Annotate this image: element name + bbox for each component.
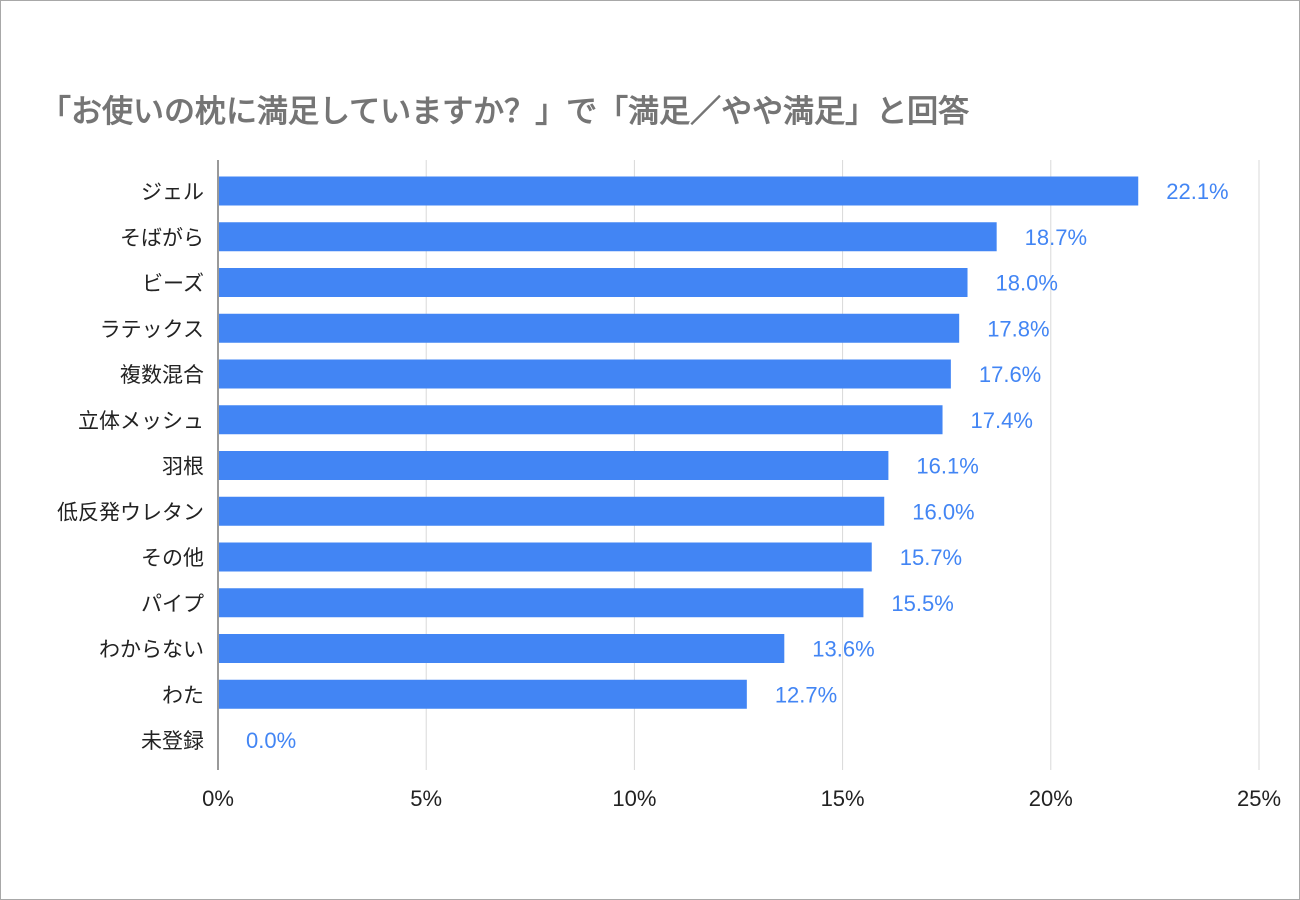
- bar: [219, 222, 997, 252]
- x-tick-labels: 0% 5% 10% 15% 20% 25%: [202, 786, 1281, 811]
- x-tick-label: 25%: [1237, 786, 1281, 811]
- bar: [219, 496, 885, 526]
- category-label: ジェル: [141, 180, 204, 204]
- bar: [219, 679, 747, 709]
- x-tick-label: 0%: [202, 786, 234, 811]
- category-label: 羽根: [162, 455, 204, 479]
- category-label: 複数混合: [120, 363, 204, 387]
- data-label: 15.7%: [900, 545, 962, 570]
- category-label: そばがら: [120, 226, 204, 250]
- category-label: ビーズ: [142, 272, 204, 296]
- data-label: 22.1%: [1166, 179, 1228, 204]
- data-label: 16.1%: [916, 454, 978, 479]
- data-label: 17.6%: [979, 362, 1041, 387]
- bar: [219, 359, 951, 389]
- bars: [219, 176, 1139, 709]
- category-label: 未登録: [141, 729, 204, 753]
- category-label: 低反発ウレタン: [57, 500, 204, 524]
- bar: [219, 542, 872, 572]
- x-tick-label: 5%: [410, 786, 442, 811]
- data-label: 16.0%: [912, 499, 974, 524]
- bar: [219, 634, 785, 663]
- data-label: 0.0%: [246, 728, 296, 753]
- data-label: 17.8%: [987, 316, 1049, 341]
- x-tick-label: 15%: [821, 786, 865, 811]
- category-label: その他: [141, 546, 204, 570]
- x-tick-label: 10%: [612, 786, 656, 811]
- category-label: ラテックス: [100, 317, 204, 341]
- bar: [219, 451, 889, 480]
- x-tick-label: 20%: [1029, 786, 1073, 811]
- category-label: わからない: [99, 638, 204, 662]
- bar: [219, 588, 864, 618]
- bar: [219, 405, 943, 435]
- category-label: パイプ: [141, 592, 204, 616]
- data-label: 15.5%: [891, 591, 953, 616]
- bar: [219, 268, 968, 297]
- value-labels: 22.1% 18.7% 18.0% 17.8% 17.6% 17.4% 16.1% 16.0%…: [246, 179, 1229, 753]
- data-label: 18.7%: [1025, 225, 1087, 250]
- chart-title: 「お使いの枕に満足していますか？」で「満足／やや満足」と回答: [40, 94, 970, 130]
- data-label: 18.0%: [996, 271, 1058, 296]
- data-label: 13.6%: [812, 637, 874, 662]
- bar: [219, 176, 1139, 206]
- category-labels: ジェルそばがらビーズラテックス複数混合立体メッシュ羽根低反発ウレタンその他パイプ…: [57, 180, 204, 753]
- data-label: 17.4%: [971, 408, 1033, 433]
- data-label: 12.7%: [775, 682, 837, 707]
- bar: [219, 313, 960, 343]
- category-label: 立体メッシュ: [78, 409, 204, 433]
- category-label: わた: [162, 683, 204, 707]
